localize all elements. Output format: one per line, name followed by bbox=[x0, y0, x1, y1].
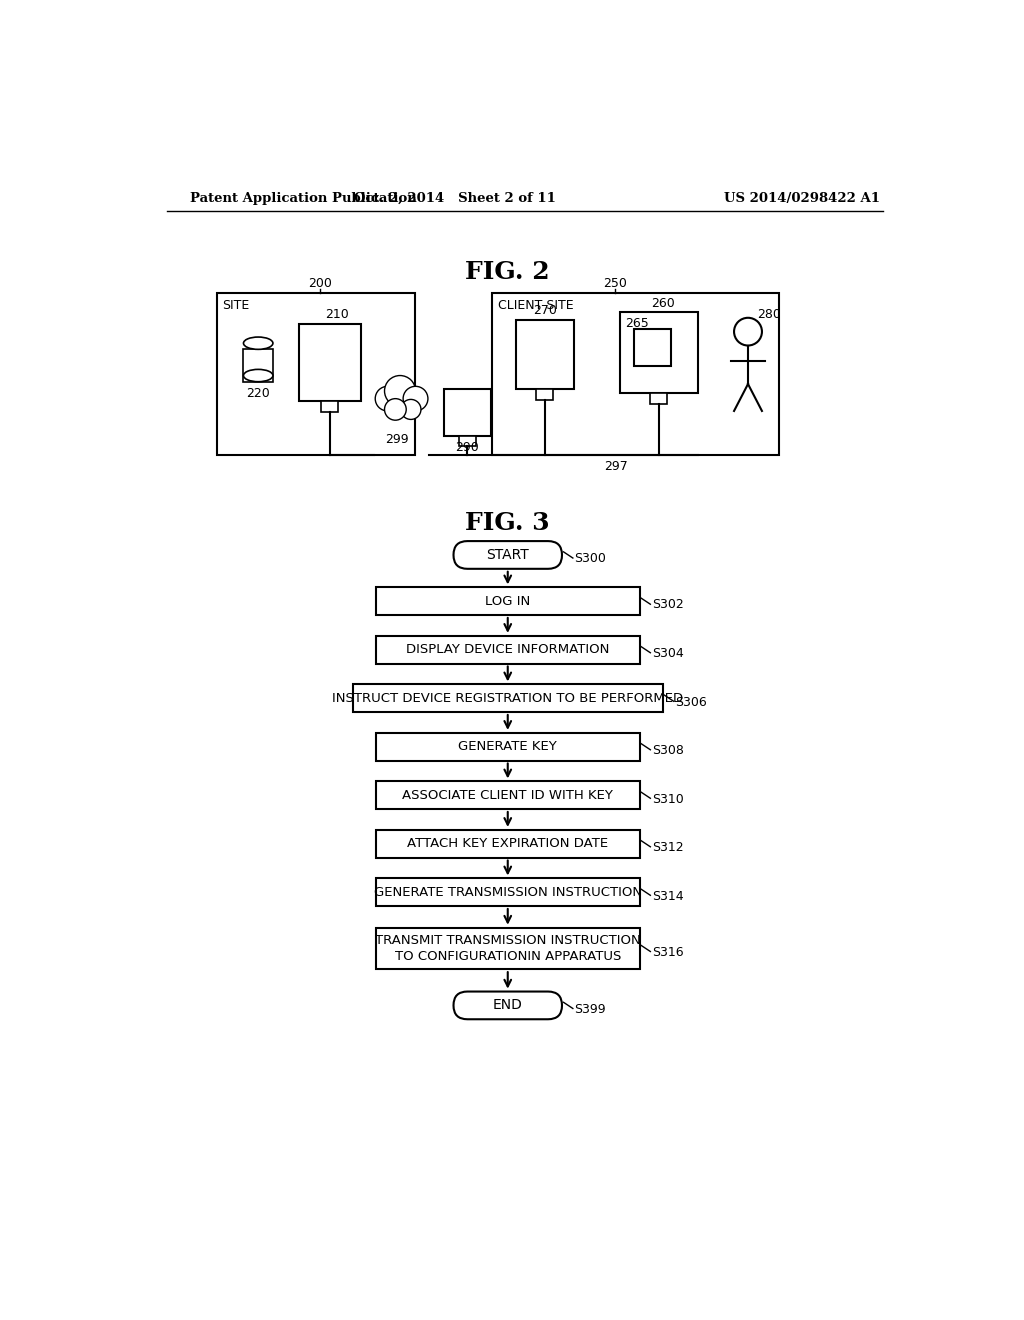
Bar bbox=[376, 878, 640, 906]
Bar bbox=[621, 313, 697, 393]
Circle shape bbox=[385, 376, 416, 407]
Text: START: START bbox=[486, 548, 529, 562]
Circle shape bbox=[400, 400, 421, 420]
Text: S304: S304 bbox=[652, 647, 684, 660]
Text: CLIENT SITE: CLIENT SITE bbox=[498, 298, 573, 312]
Text: TRANSMIT TRANSMISSION INSTRUCTION
TO CONFIGURATIONIN APPARATUS: TRANSMIT TRANSMISSION INSTRUCTION TO CON… bbox=[375, 935, 641, 962]
Bar bbox=[244, 350, 273, 381]
Bar bbox=[536, 389, 553, 400]
Text: S310: S310 bbox=[652, 792, 684, 805]
Ellipse shape bbox=[244, 370, 273, 381]
Text: 280: 280 bbox=[758, 308, 781, 321]
Text: S312: S312 bbox=[652, 841, 684, 854]
Text: FIG. 3: FIG. 3 bbox=[466, 511, 550, 535]
Bar bbox=[376, 636, 640, 664]
Text: S316: S316 bbox=[652, 945, 684, 958]
Circle shape bbox=[375, 387, 400, 411]
Ellipse shape bbox=[244, 337, 273, 350]
Text: SITE: SITE bbox=[222, 298, 250, 312]
FancyBboxPatch shape bbox=[454, 991, 562, 1019]
Bar bbox=[352, 684, 663, 711]
Bar bbox=[459, 436, 476, 446]
Text: 260: 260 bbox=[651, 297, 675, 310]
Text: LOG IN: LOG IN bbox=[485, 594, 530, 607]
Text: FIG. 2: FIG. 2 bbox=[466, 260, 550, 284]
Bar bbox=[493, 293, 779, 455]
Text: 270: 270 bbox=[532, 305, 556, 317]
Text: 220: 220 bbox=[247, 387, 270, 400]
Bar bbox=[634, 330, 672, 367]
Text: S308: S308 bbox=[652, 744, 684, 758]
Circle shape bbox=[403, 387, 428, 411]
Text: INSTRUCT DEVICE REGISTRATION TO BE PERFORMED: INSTRUCT DEVICE REGISTRATION TO BE PERFO… bbox=[332, 692, 683, 705]
Bar bbox=[299, 323, 360, 401]
Bar bbox=[376, 587, 640, 615]
Text: S300: S300 bbox=[574, 552, 606, 565]
Text: DISPLAY DEVICE INFORMATION: DISPLAY DEVICE INFORMATION bbox=[407, 643, 609, 656]
Text: 297: 297 bbox=[604, 459, 628, 473]
Bar bbox=[376, 781, 640, 809]
Text: 250: 250 bbox=[603, 277, 627, 289]
Text: 299: 299 bbox=[385, 433, 409, 446]
FancyBboxPatch shape bbox=[454, 541, 562, 569]
Bar bbox=[650, 393, 668, 404]
Bar bbox=[376, 733, 640, 760]
Circle shape bbox=[385, 399, 407, 420]
Bar bbox=[515, 321, 573, 389]
Text: 210: 210 bbox=[326, 308, 349, 321]
Text: 290: 290 bbox=[456, 441, 479, 454]
Text: S302: S302 bbox=[652, 598, 684, 611]
Text: Oct. 2, 2014   Sheet 2 of 11: Oct. 2, 2014 Sheet 2 of 11 bbox=[354, 191, 556, 205]
Text: END: END bbox=[493, 998, 522, 1012]
Text: GENERATE KEY: GENERATE KEY bbox=[459, 741, 557, 754]
Bar bbox=[376, 928, 640, 969]
Text: 265: 265 bbox=[625, 317, 648, 330]
Bar bbox=[376, 830, 640, 858]
Bar bbox=[321, 401, 338, 412]
Circle shape bbox=[734, 318, 762, 346]
Text: Patent Application Publication: Patent Application Publication bbox=[190, 191, 417, 205]
Text: ASSOCIATE CLIENT ID WITH KEY: ASSOCIATE CLIENT ID WITH KEY bbox=[402, 788, 613, 801]
Bar bbox=[444, 389, 490, 436]
Text: ATTACH KEY EXPIRATION DATE: ATTACH KEY EXPIRATION DATE bbox=[408, 837, 608, 850]
Text: GENERATE TRANSMISSION INSTRUCTION: GENERATE TRANSMISSION INSTRUCTION bbox=[374, 886, 642, 899]
Text: S399: S399 bbox=[574, 1003, 606, 1016]
Text: S314: S314 bbox=[652, 890, 684, 903]
Bar bbox=[217, 293, 415, 455]
Text: S306: S306 bbox=[675, 696, 707, 709]
Text: US 2014/0298422 A1: US 2014/0298422 A1 bbox=[724, 191, 881, 205]
Text: 200: 200 bbox=[308, 277, 332, 289]
